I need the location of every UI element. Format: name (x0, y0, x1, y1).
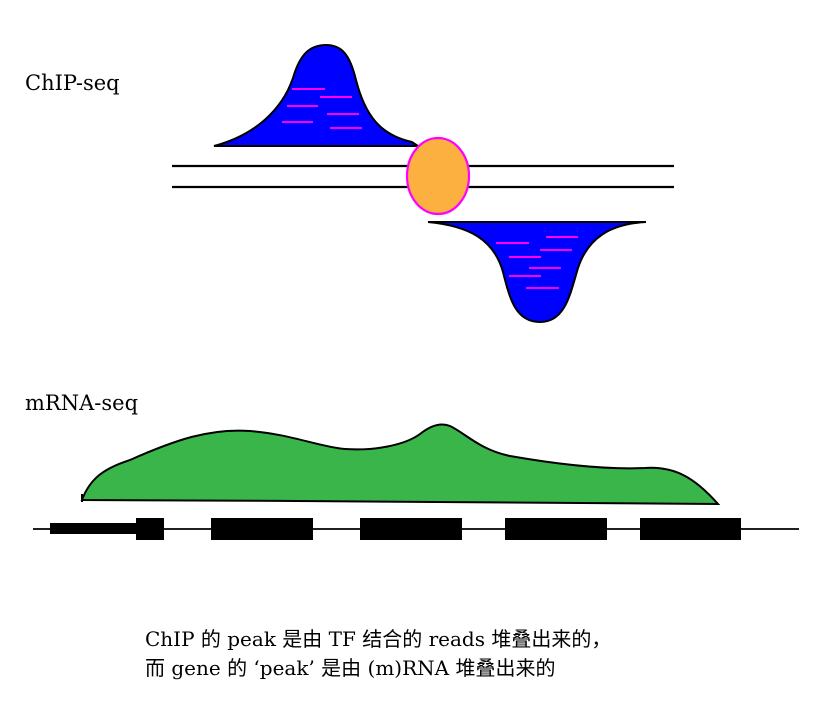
reads-reverse (496, 236, 578, 289)
exon-3 (360, 518, 462, 540)
caption-line-2: 而 gene 的 ‘peak’ 是由 (m)RNA 堆叠出来的 (145, 656, 556, 680)
chip-peak-reverse (427, 221, 647, 324)
tf-protein-icon (405, 136, 471, 216)
exon-4 (505, 518, 607, 540)
chip-seq-label: ChIP-seq (25, 71, 120, 95)
gene-model (33, 518, 799, 540)
reads-forward (282, 88, 362, 129)
chip-peak-forward (213, 43, 422, 147)
caption-line-1: ChIP 的 peak 是由 TF 结合的 reads 堆叠出来的， (145, 627, 612, 651)
exon-1 (136, 518, 164, 540)
mrna-seq-label: mRNA-seq (25, 391, 139, 415)
utr-block (50, 523, 140, 534)
exon-5 (640, 518, 741, 540)
mrna-coverage-area (80, 423, 721, 506)
exon-2 (211, 518, 313, 540)
